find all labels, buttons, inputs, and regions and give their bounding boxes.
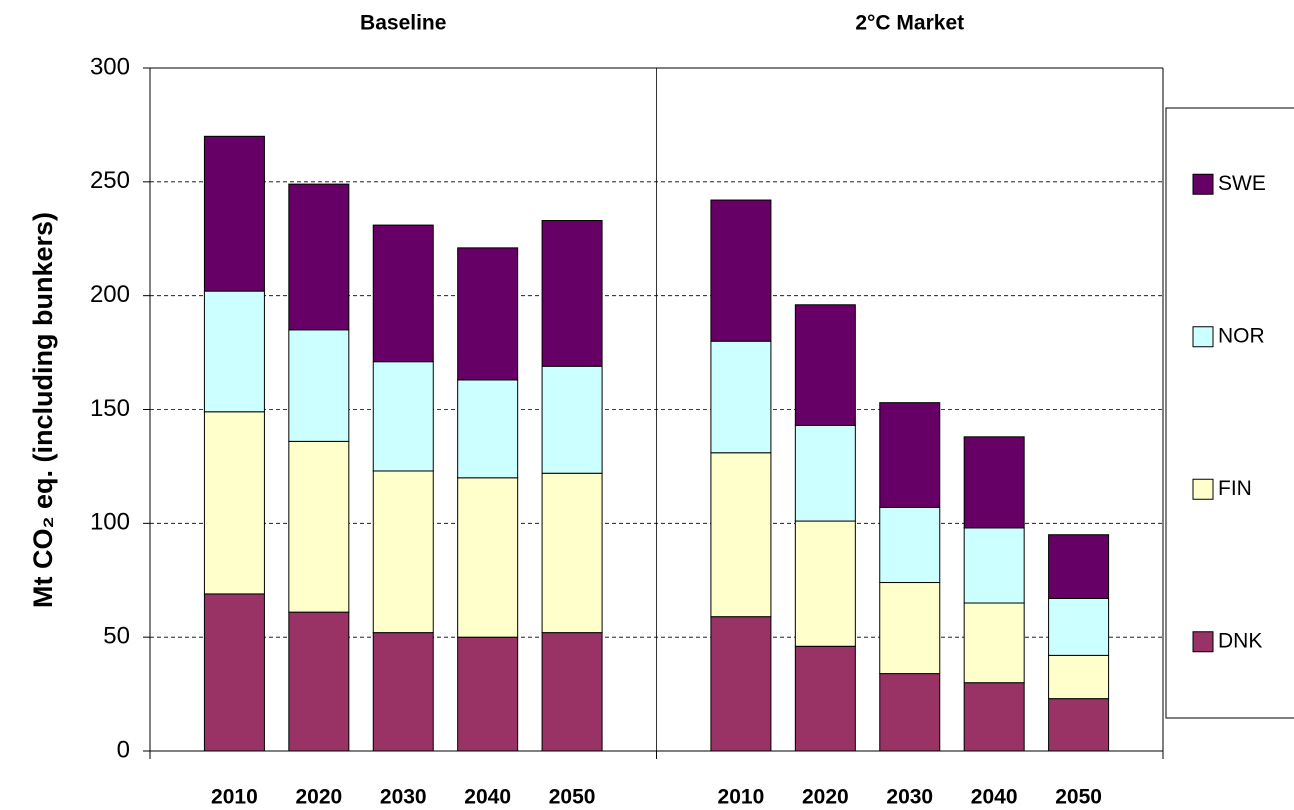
bar-segment: [457, 379, 519, 479]
bar-segment: [879, 673, 941, 752]
bar-segment: [710, 199, 772, 342]
bar-segment: [457, 247, 519, 381]
y-tick-label: 100: [90, 509, 130, 536]
bar-segment: [963, 527, 1025, 604]
bar-segment: [372, 224, 434, 363]
bar-segment: [963, 602, 1025, 684]
bar-segment: [710, 340, 772, 454]
bar-segment: [288, 183, 350, 331]
bar-segment: [794, 304, 856, 426]
x-tick-label: 2020: [802, 786, 849, 809]
bar-segment: [288, 611, 350, 752]
y-tick-label: 250: [90, 167, 130, 194]
bar-segment: [963, 682, 1025, 752]
legend-swatch: [1192, 631, 1214, 653]
y-tick-label: 200: [90, 281, 130, 308]
bar-segment: [879, 506, 941, 584]
bar-segment: [457, 477, 519, 638]
x-tick-label: 2050: [1055, 786, 1102, 809]
x-tick-label: 2010: [211, 786, 258, 809]
x-tick-label: 2050: [549, 786, 596, 809]
bar-segment: [879, 402, 941, 508]
bar-segment: [203, 593, 265, 752]
bar-segment: [288, 329, 350, 442]
bar-segment: [372, 470, 434, 634]
bar-segment: [1048, 534, 1110, 599]
bar-segment: [1048, 698, 1110, 752]
bar-segment: [457, 636, 519, 752]
x-tick-label: 2040: [971, 786, 1018, 809]
legend-label: SWE: [1218, 172, 1266, 195]
bar-segment: [203, 290, 265, 413]
x-tick-label: 2010: [718, 786, 765, 809]
bar-segment: [203, 411, 265, 595]
bar-segment: [372, 361, 434, 472]
x-tick-label: 2040: [464, 786, 511, 809]
bar-segment: [794, 645, 856, 752]
bar-segment: [541, 632, 603, 752]
bar-segment: [963, 436, 1025, 529]
x-tick-label: 2020: [295, 786, 342, 809]
bar-segment: [288, 440, 350, 613]
y-tick-label: 300: [90, 53, 130, 80]
bar-segment: [794, 520, 856, 647]
bar-segment: [710, 452, 772, 618]
group-title: 2°C Market: [855, 12, 964, 35]
bar-segment: [203, 135, 265, 292]
y-tick-label: 0: [117, 736, 130, 763]
bar-segment: [541, 472, 603, 634]
legend-swatch: [1192, 326, 1214, 348]
x-tick-label: 2030: [380, 786, 427, 809]
bar-segment: [541, 220, 603, 367]
legend-swatch: [1192, 173, 1214, 195]
bar-segment: [372, 632, 434, 752]
bar-segment: [1048, 597, 1110, 656]
legend-swatch: [1192, 478, 1214, 500]
group-title: Baseline: [360, 12, 446, 35]
legend-label: FIN: [1218, 477, 1252, 500]
legend-label: DNK: [1218, 629, 1262, 652]
bar-segment: [1048, 654, 1110, 700]
legend-label: NOR: [1218, 324, 1265, 347]
legend-box: [1165, 107, 1294, 719]
x-tick-label: 2030: [886, 786, 933, 809]
bar-segment: [879, 582, 941, 675]
y-tick-label: 50: [103, 623, 130, 650]
bar-segment: [541, 365, 603, 474]
y-axis-label: Mt CO₂ eq. (including bunkers): [28, 212, 58, 608]
bar-segment: [794, 424, 856, 522]
y-tick-label: 150: [90, 395, 130, 422]
bar-segment: [710, 616, 772, 752]
